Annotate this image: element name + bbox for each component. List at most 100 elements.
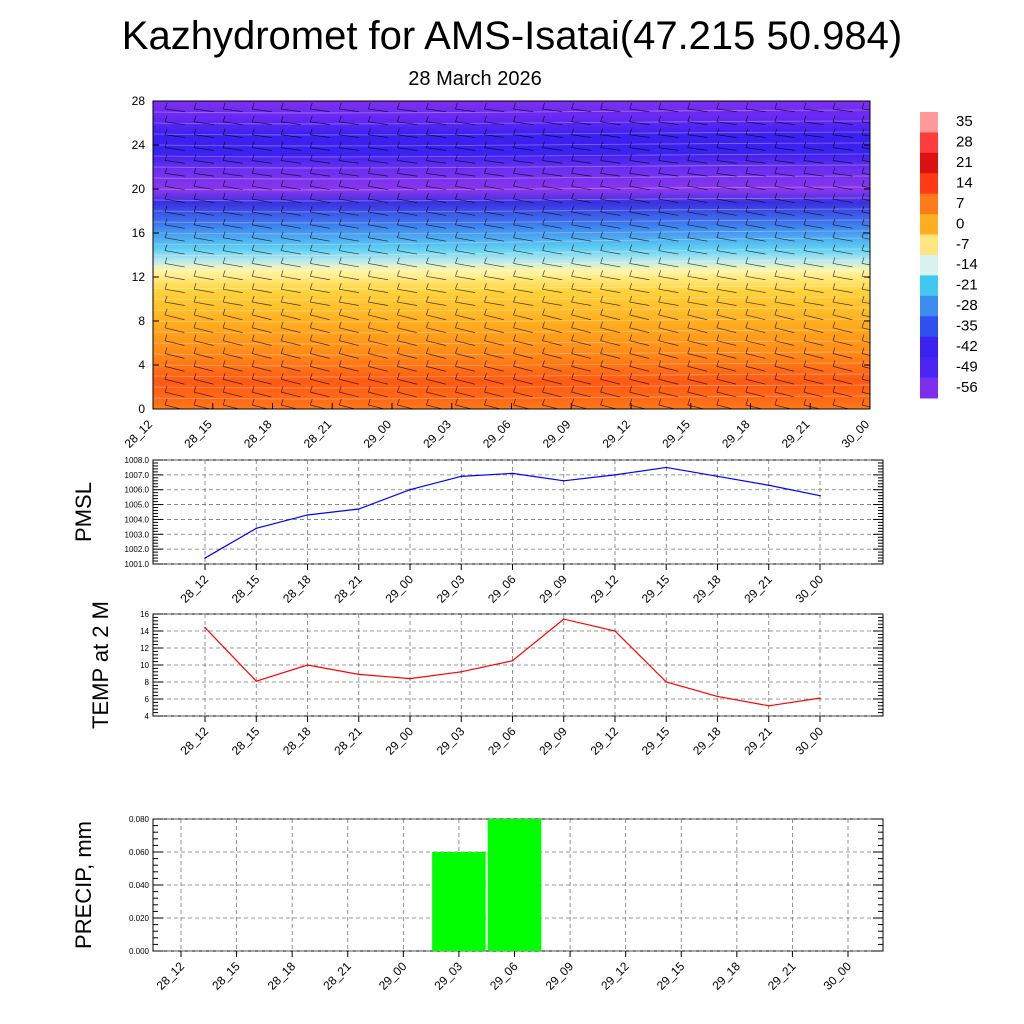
- data-point: [819, 697, 821, 699]
- wind-barb: [281, 211, 301, 216]
- wind-barb-flag: [455, 283, 458, 290]
- wind-barb: [542, 314, 563, 321]
- wind-barb-flag: [455, 154, 458, 161]
- wind-barb: [164, 275, 185, 281]
- wind-barb: [832, 198, 853, 203]
- wind-barb-flag: [338, 154, 342, 161]
- wind-barb: [426, 198, 447, 203]
- wind-barb-flag: [774, 360, 778, 367]
- wind-barb-flag: [484, 347, 487, 354]
- colorbar-label: 0: [956, 215, 964, 232]
- wind-barb-flag: [484, 360, 487, 367]
- y-tick-label: 1004.0: [125, 515, 150, 524]
- wind-barb-flag: [251, 192, 255, 200]
- wind-barb-flag: [861, 398, 865, 406]
- wind-barb-flag: [832, 205, 836, 213]
- wind-barb-flag: [251, 308, 255, 316]
- wind-barb: [193, 301, 214, 306]
- contour-line: [153, 219, 870, 224]
- x-tick-label: 28_12: [154, 959, 188, 993]
- y-tick-label: 1007.0: [125, 471, 150, 480]
- wind-barb-flag: [571, 347, 574, 354]
- wind-barb-flag: [629, 231, 632, 238]
- wind-barb-flag: [164, 218, 168, 225]
- wind-barb: [252, 237, 272, 242]
- wind-barb-flag: [338, 334, 342, 341]
- wind-barb: [832, 237, 853, 242]
- wind-barb-flag: [600, 244, 603, 251]
- wind-barb: [455, 275, 476, 281]
- wind-barb: [658, 327, 679, 333]
- wind-barb: [252, 288, 272, 293]
- wind-barb: [426, 288, 447, 293]
- wind-barb: [687, 366, 708, 372]
- wind-barb: [455, 404, 473, 409]
- wind-barb: [310, 198, 330, 203]
- wind-barb: [339, 301, 360, 306]
- wind-barb: [426, 250, 447, 255]
- colorbar-label: -42: [956, 338, 978, 355]
- wind-barb-flag: [774, 295, 778, 303]
- wind-barb: [571, 366, 592, 372]
- wind-barb: [397, 340, 417, 346]
- wind-barb-flag: [513, 205, 516, 213]
- wind-barb: [513, 160, 534, 164]
- y-tick-label: 0.020: [129, 914, 150, 923]
- wind-barb-flag: [774, 115, 778, 122]
- wind-barb-flag: [309, 102, 313, 110]
- wind-barb-flag: [397, 180, 400, 187]
- wind-barb-flag: [513, 180, 516, 187]
- wind-barb-flag: [832, 244, 836, 251]
- wind-barb-flag: [832, 257, 836, 264]
- wind-barb: [310, 327, 330, 333]
- wind-barb: [281, 185, 301, 191]
- wind-barb-flag: [193, 180, 197, 187]
- wind-barb: [542, 121, 563, 125]
- wind-barb: [716, 198, 737, 203]
- wind-barb: [861, 366, 870, 369]
- wind-barb: [339, 250, 360, 255]
- wind-barb: [803, 314, 824, 321]
- wind-barb: [542, 185, 563, 191]
- wind-barb: [484, 108, 505, 113]
- wind-barb-flag: [600, 115, 603, 122]
- contour-line: [153, 109, 870, 114]
- wind-barb: [600, 391, 621, 398]
- wind-barb: [774, 263, 795, 268]
- wind-barb-flag: [397, 102, 400, 110]
- wind-barb: [426, 263, 447, 268]
- wind-barb: [861, 327, 870, 331]
- wind-barb-flag: [513, 270, 516, 277]
- wind-barb-flag: [251, 102, 255, 110]
- wind-barb-flag: [397, 154, 400, 161]
- wind-barb: [222, 340, 243, 346]
- wind-barb: [397, 147, 418, 151]
- wind-barb-flag: [658, 295, 662, 303]
- wind-barb-flag: [629, 257, 632, 264]
- wind-barb: [484, 288, 505, 293]
- wind-barb-flag: [832, 308, 836, 316]
- wind-barb: [571, 160, 592, 164]
- wind-barb: [164, 327, 185, 333]
- wind-barb: [774, 327, 795, 333]
- x-tick-label: 28_21: [320, 959, 354, 993]
- data-point: [460, 671, 463, 673]
- wind-barb-flag: [803, 398, 807, 406]
- wind-barb: [861, 391, 870, 395]
- wind-barb: [745, 327, 766, 333]
- wind-barb: [252, 314, 272, 321]
- wind-barb-flag: [658, 154, 662, 161]
- wind-barb-flag: [745, 347, 749, 354]
- wind-barb-flag: [367, 102, 371, 110]
- wind-barb: [310, 237, 330, 242]
- wind-barb: [542, 108, 563, 113]
- wind-barb-flag: [309, 373, 313, 380]
- contour-line: [153, 384, 870, 389]
- wind-barb: [222, 353, 243, 359]
- wind-barb: [600, 275, 621, 281]
- wind-barb: [629, 250, 650, 255]
- wind-barb-flag: [716, 141, 720, 148]
- wind-barb: [281, 224, 301, 229]
- wind-barb: [774, 366, 795, 372]
- wind-barb-flag: [571, 398, 574, 406]
